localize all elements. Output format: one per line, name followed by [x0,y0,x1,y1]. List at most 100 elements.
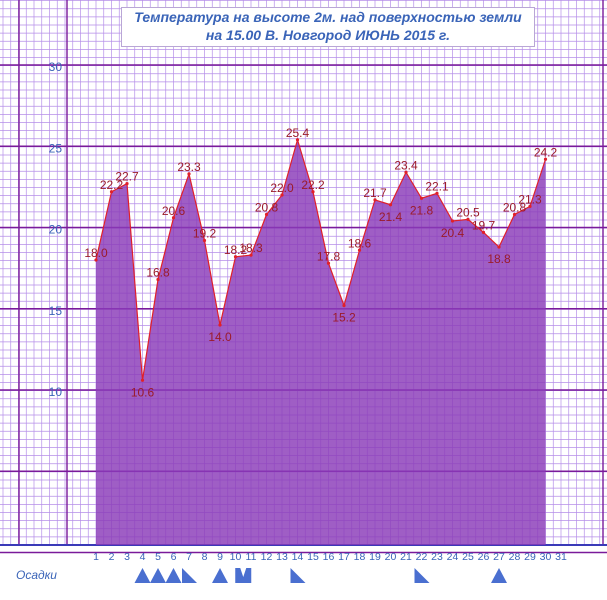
x-tick-label: 13 [276,551,288,563]
y-tick-label: 10 [49,385,63,399]
temperature-line [95,137,547,381]
data-label: 19.2 [193,227,217,241]
x-tick-label: 6 [171,551,177,563]
precipitation-marker [212,568,228,583]
x-tick-label: 15 [307,551,319,563]
precipitation-label: Осадки [16,568,57,582]
data-point [419,196,424,200]
x-tick-label: 20 [385,551,397,563]
x-tick-label: 7 [186,551,192,563]
data-label: 18.0 [84,246,108,260]
data-label: 20.4 [441,226,465,240]
data-point [218,323,222,327]
data-label: 15.2 [332,311,356,325]
data-label: 18.2 [224,243,248,257]
y-tick-label: 25 [49,141,63,155]
data-point [109,190,114,194]
x-tick-label: 11 [246,551,257,563]
data-point [187,172,191,176]
data-point [171,216,176,220]
data-label: 22.7 [115,170,139,184]
data-label: 20.6 [162,204,186,218]
x-tick-label: 28 [509,551,521,563]
data-point [295,138,300,142]
x-tick-label: 4 [140,551,146,563]
precipitation-marker [491,568,507,583]
data-point [404,170,408,174]
data-point [528,204,532,208]
chart-title-line-2: на 15.00 В. Новгород ИЮНЬ 2015 г. [205,27,451,43]
x-tick-label: 23 [431,551,443,563]
data-label: 20.8 [503,201,527,215]
x-tick-label: 27 [493,551,505,563]
data-label: 16.8 [146,266,170,280]
x-tick-label: 29 [524,551,536,563]
data-point [249,253,253,257]
data-point [481,230,486,234]
data-point [466,217,470,221]
x-tick-label: 30 [540,551,552,563]
x-tick-label: 26 [478,551,490,563]
x-tick-label: 16 [323,551,335,563]
x-tick-label: 3 [124,551,130,563]
precipitation-marker [414,568,430,583]
data-label: 14.0 [208,330,232,344]
precipitation-marker [290,568,306,583]
data-label: 25.4 [286,126,310,140]
data-label: 24.2 [534,145,558,159]
data-point [280,193,284,197]
chart-title: Температура на высоте 2м. над поверхност… [121,7,535,47]
data-point [342,303,346,308]
data-point [140,378,145,382]
data-label: 22.2 [301,178,325,192]
data-label: 10.6 [131,385,155,399]
x-tick-label: 8 [202,551,208,563]
x-tick-label: 12 [261,551,273,563]
x-tick-label: 21 [400,551,412,563]
data-point [512,212,517,217]
data-label: 18.8 [487,252,511,266]
data-point [202,238,207,243]
y-tick-label: 20 [49,223,63,237]
x-tick-label: 2 [109,551,115,563]
data-label: 22.2 [100,178,124,192]
data-label: 21.8 [410,203,434,217]
data-point [233,255,238,259]
x-tick-label: 9 [217,551,223,563]
x-tick-label: 18 [354,551,366,563]
data-point [311,190,315,194]
data-label: 17.8 [317,249,341,263]
y-tick-label: 30 [49,60,63,74]
data-label: 21.7 [363,186,387,200]
data-label: 22.1 [425,179,449,193]
x-tick-label: 5 [155,551,161,563]
x-tick-label: 10 [230,551,242,563]
precipitation-marker [134,568,151,583]
data-point [326,261,331,265]
x-tick-label: 17 [338,551,350,563]
data-point [497,245,501,249]
data-label: 23.4 [394,158,418,172]
temperature-area [96,139,546,545]
data-label: 20.5 [456,205,480,219]
x-tick-label: 22 [416,551,428,563]
data-label: 19.7 [472,218,496,232]
data-label: 18.6 [348,236,372,250]
data-label: 21.4 [379,210,403,224]
data-label: 22.0 [270,181,294,195]
data-point [156,277,160,282]
data-point [357,248,362,252]
y-tick-label: 15 [49,304,63,318]
data-point [125,182,129,186]
x-tick-label: 25 [462,551,474,563]
precipitation-marker [165,568,182,583]
data-label: 18.3 [239,241,263,255]
data-label: 20.8 [255,201,279,215]
data-label: 21.3 [518,192,542,206]
data-point [435,191,439,195]
x-tick-label: 24 [447,551,459,563]
data-point [373,198,377,202]
data-point [450,219,455,223]
data-point [94,258,98,262]
